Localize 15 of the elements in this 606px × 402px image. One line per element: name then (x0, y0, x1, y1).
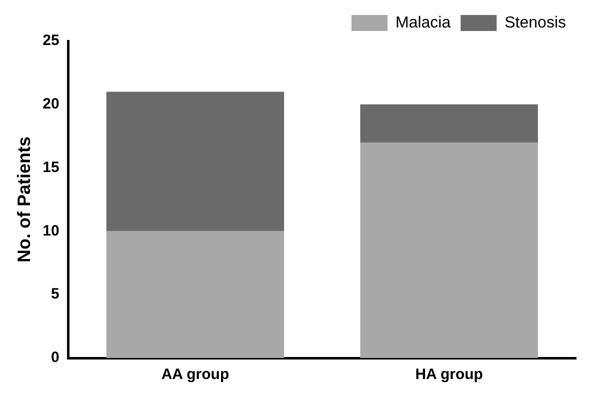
bar (360, 142, 538, 358)
y-axis-title: No. of Patients (14, 136, 34, 263)
x-tick-label: AA group (161, 366, 230, 384)
y-tick-label: 10 (42, 222, 60, 240)
legend-label: Malacia (396, 14, 451, 32)
bar (360, 104, 538, 142)
y-tick-label: 0 (50, 349, 60, 366)
legend-label: Stenosis (504, 14, 566, 32)
y-tick-label: 20 (42, 96, 60, 113)
y-tick-label: 15 (42, 158, 60, 176)
bar (106, 92, 284, 232)
y-tick-label: 5 (50, 286, 60, 303)
x-tick-label: HA group (415, 366, 483, 384)
bar (106, 231, 284, 358)
y-tick-label: 25 (42, 32, 60, 50)
